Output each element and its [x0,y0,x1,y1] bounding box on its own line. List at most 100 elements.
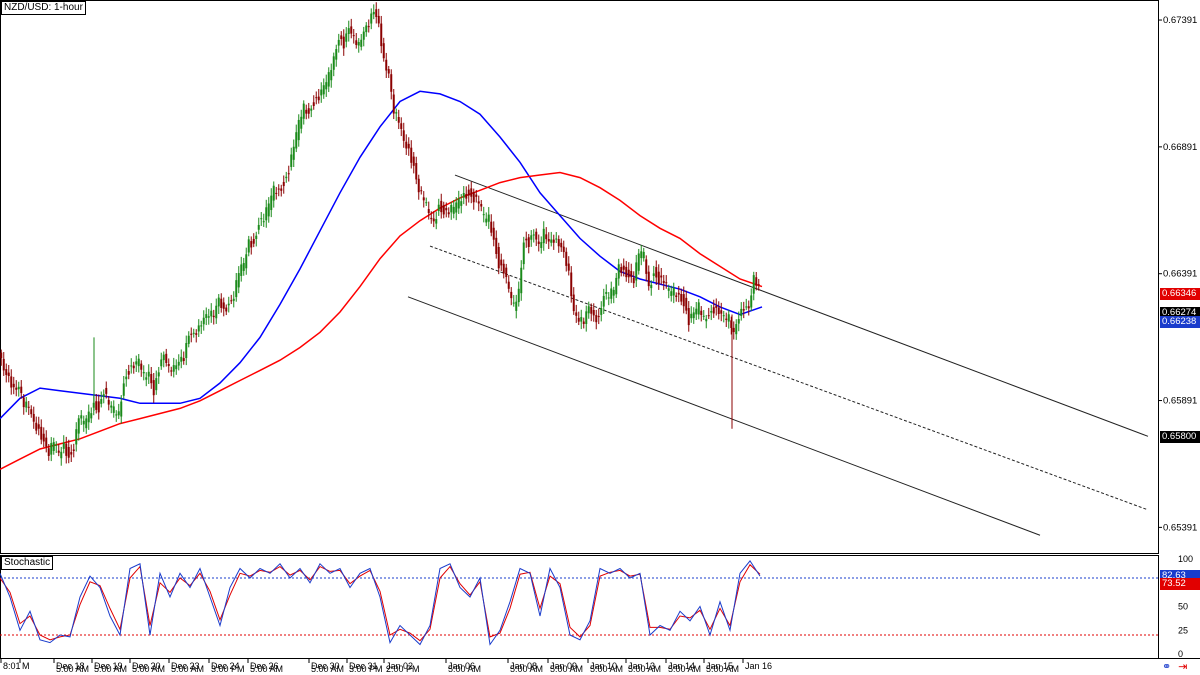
candle-body [662,280,665,284]
candle-body [725,318,728,320]
candle-body [585,311,588,324]
candle-body [222,302,225,309]
x-tick-time: 5:00 AM [94,664,127,674]
candle-body [755,277,758,286]
x-tick-time: 3:00 PM [349,664,383,674]
candle-body [25,401,28,408]
candle-body [275,192,278,194]
candle-body [165,353,168,363]
sma-fast-line [0,90,763,420]
candle-body [35,422,38,431]
candle-body [212,315,215,318]
candle-body [752,275,755,294]
candle-body [367,26,370,28]
sma-slow-line [0,171,763,470]
link-icon[interactable]: ⚭ [1162,661,1172,673]
candle-body [260,218,263,220]
candle-body [117,411,120,416]
candle-body [515,301,518,311]
candle-body [95,401,98,410]
candle-body [745,306,748,308]
candle-body [430,217,433,220]
candle-body [505,267,508,278]
candle-body [742,309,745,311]
candle-body [357,42,360,46]
candle-body [575,312,578,316]
regression-channel[interactable] [407,174,1149,536]
stochastic-title: Stochastic [1,556,54,570]
stoch-tag-d: 73.52 [1160,578,1200,590]
candle-body [302,103,305,119]
candle-body [272,185,275,201]
x-tick-date: Jan 08 [510,661,537,671]
candle-body [340,35,343,40]
candle-body [277,188,280,190]
candle-body [20,386,23,394]
candle-body [0,352,3,359]
candle-body [40,426,43,440]
x-tick-time: 5:00 AM [311,664,344,674]
candle-body [127,371,130,375]
candle-body [485,218,488,223]
candle-body [637,253,640,271]
candle-body [445,207,448,211]
x-tick-time: 5:00 AM [668,664,701,674]
candle-body [727,314,730,322]
candle-body [715,305,718,308]
candle-body [330,70,333,81]
candle-body [297,119,300,141]
candle-body [345,33,348,42]
candle-body [107,399,110,405]
candle-body [220,298,223,308]
chart-toolbar-icons[interactable]: ⚭ ⇥ [1162,660,1188,673]
candle-body [475,194,478,197]
candle-body [520,267,523,294]
candle-body [655,267,658,278]
candle-body [335,49,338,60]
candle-body [592,309,595,316]
candle-body [452,206,455,214]
x-tick-time: 5:00 AM [590,664,623,674]
candle-body [660,275,663,278]
candle-body [687,308,690,326]
candle-body [415,162,418,180]
candle-body [370,13,373,24]
candle-body [225,307,228,312]
candle-body [512,302,515,304]
candle-body [747,306,750,309]
candle-body [572,294,575,312]
candle-body [142,371,145,374]
candle-body [132,365,135,369]
candle-body [665,282,668,284]
candle-body [45,437,48,447]
candle-body [635,262,638,281]
candle-body [160,359,163,367]
candle-body [205,314,208,318]
candle-body [307,108,310,114]
candle-body [412,156,415,166]
candle-body [395,112,398,114]
candle-body [450,204,453,213]
candle-body [675,295,678,298]
candle-body [740,308,743,316]
arrow-right-icon[interactable]: ⇥ [1178,661,1188,673]
candle-body [130,365,133,367]
x-tick-date: M [22,661,30,671]
y-tick-label: 0.67391 [1163,15,1197,26]
candle-body [167,364,170,367]
price-panel-frame [0,0,1159,554]
candle-body [82,420,85,425]
candle-body [707,315,710,317]
candle-body [112,406,115,413]
x-tick-date: Jan 13 [628,661,655,671]
candle-body [590,306,593,314]
candle-body [30,409,33,415]
candle-body [240,264,243,276]
candle-body [502,263,505,274]
candle-body [105,387,108,394]
candle-body [350,26,353,34]
candle-body [137,358,140,367]
candle-body [620,267,623,273]
candle-body [612,289,615,296]
